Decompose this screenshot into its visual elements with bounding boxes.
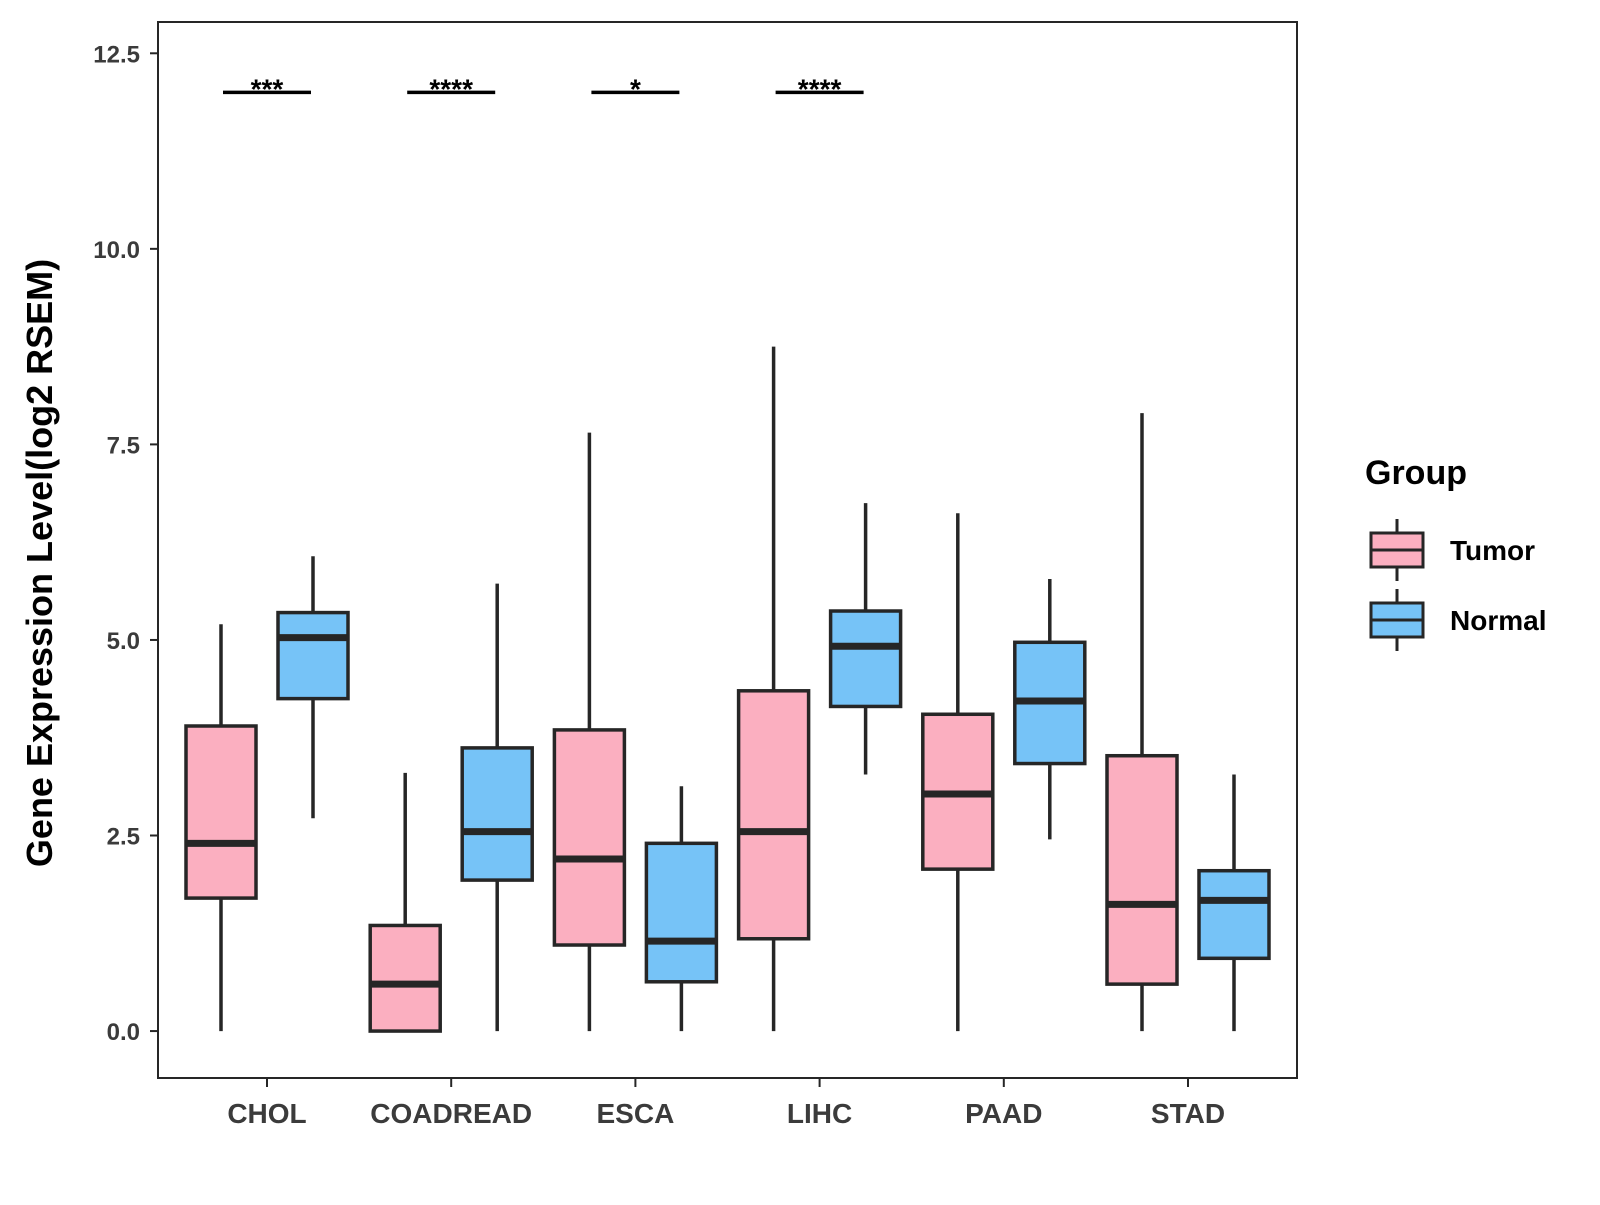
y-tick-label-0.0: 0.0 — [107, 1019, 140, 1046]
x-tick-label-lihc: LIHC — [787, 1098, 852, 1129]
y-axis-title: Gene Expression Level(log2 RSEM) — [19, 259, 60, 867]
x-tick-label-stad: STAD — [1151, 1098, 1225, 1129]
chart-axes: 0.0 2.5 5.0 7.5 10.0 12.5 CHOL COADREAD ESCA LIHC… — [19, 21, 1298, 1129]
chart-marks: *** **** * **** — [184, 73, 1271, 1033]
x-tick-label-paad: PAAD — [965, 1098, 1042, 1129]
chart-legend: Group Tumor Normal — [1365, 454, 1546, 651]
box-tumor-stad — [1105, 753, 1179, 986]
box-tumor-lihc — [736, 689, 811, 941]
significance-label-coadread: **** — [429, 73, 473, 104]
legend-label-normal: Normal — [1450, 605, 1546, 636]
y-tick-label-10.0: 10.0 — [93, 237, 140, 264]
x-tick-label-coadread: COADREAD — [370, 1098, 532, 1129]
y-tick-label-2.5: 2.5 — [107, 824, 140, 851]
box-tumor-chol — [184, 724, 258, 900]
legend-title: Group — [1365, 454, 1467, 492]
x-tick-label-chol: CHOL — [227, 1098, 306, 1129]
box-normal-esca — [644, 841, 719, 984]
box-normal-chol — [276, 610, 350, 701]
significance-label-chol: *** — [251, 73, 284, 104]
box-normal-coadread — [460, 746, 534, 882]
box-normal-stad — [1197, 868, 1271, 961]
x-tick-label-esca: ESCA — [597, 1098, 675, 1129]
y-tick-label-7.5: 7.5 — [107, 432, 140, 459]
y-tick-label-12.5: 12.5 — [93, 41, 140, 68]
box-tumor-esca — [552, 728, 627, 947]
plot-panel-border — [157, 21, 1298, 1079]
box-tumor-coadread — [368, 923, 442, 1033]
y-tick-label-5.0: 5.0 — [107, 628, 140, 655]
significance-label-esca: * — [630, 73, 641, 104]
box-normal-lihc — [828, 609, 903, 709]
significance-label-lihc: **** — [798, 73, 842, 104]
legend-label-tumor: Tumor — [1450, 535, 1535, 566]
